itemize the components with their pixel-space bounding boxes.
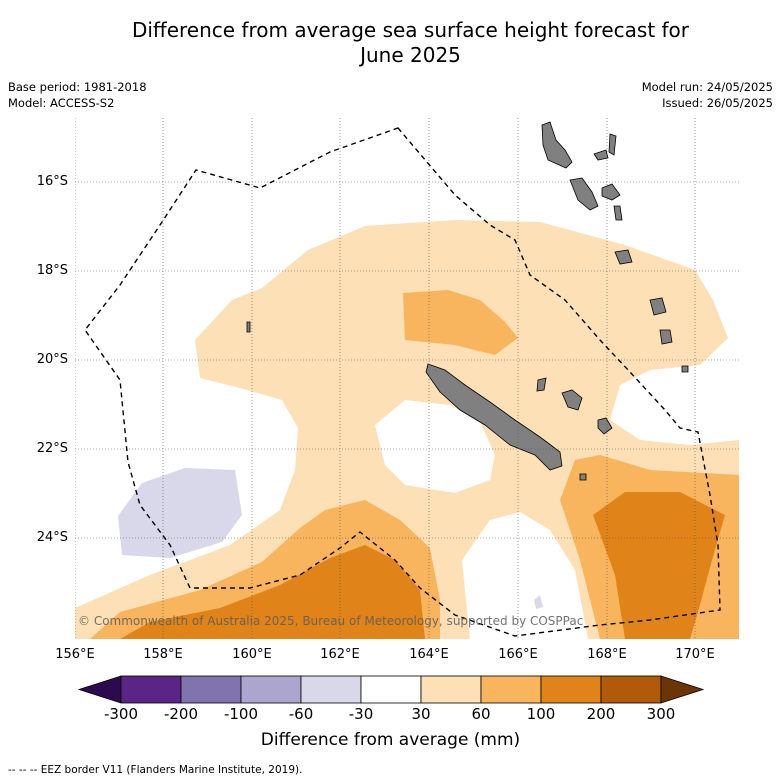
land-masses (246, 121, 689, 481)
lon-label-170e: 170°E (675, 647, 715, 662)
colorbar-segment-8 (540, 675, 602, 704)
anomaly-negative-small (534, 595, 543, 609)
colorbar-segments (77, 675, 705, 704)
anomaly-100-200-east (593, 492, 725, 639)
lon-label-164e: 164°E (409, 647, 449, 662)
anomaly-100-200-southwest (120, 545, 425, 639)
anomaly-negative-30-60 (118, 468, 242, 558)
cb-tick-9: 300 (646, 705, 676, 723)
loyalty-island-3 (536, 377, 547, 392)
meta-right: Model run: 24/05/2025 Issued: 26/05/2025 (642, 79, 773, 111)
colorbar-segment-7 (480, 675, 542, 704)
issued-date: Issued: 26/05/2025 (662, 96, 773, 110)
lon-label-160e: 160°E (232, 647, 272, 662)
vanuatu-aneityum (659, 329, 673, 345)
lat-label-16s: 16°S (36, 174, 68, 189)
eez-legend-note: -- -- -- EEZ border V11 (Flanders Marine… (8, 764, 303, 776)
map-title: Difference from average sea surface heig… (40, 18, 781, 68)
meta-left: Base period: 1981-2018 Model: ACCESS-S2 (8, 79, 147, 111)
vanuatu-efate (601, 183, 621, 201)
colorbar-tick-labels: -300 -200 -100 -60 -30 30 60 100 200 300 (0, 705, 781, 725)
colorbar-segment-3 (240, 675, 302, 704)
lat-label-18s: 18°S (36, 263, 68, 278)
copyright-credit: © Commonwealth of Australia 2025, Bureau… (78, 614, 584, 628)
new-caledonia-island (425, 363, 563, 471)
anomaly-neutral-south (462, 512, 588, 639)
vanuatu-malekula (569, 177, 599, 211)
lon-label-162e: 162°E (320, 647, 360, 662)
cb-tick-2: -100 (223, 705, 259, 723)
loyalty-island-2 (597, 417, 613, 435)
model-run: Model run: 24/05/2025 (641, 80, 773, 94)
cb-tick-1: -200 (163, 705, 199, 723)
colorbar-extend-high (660, 675, 705, 704)
vanuatu-erromango (614, 249, 633, 265)
islet-1 (681, 365, 689, 373)
vanuatu-tanna (649, 297, 667, 316)
lon-label-156e: 156°E (55, 647, 95, 662)
islet-3 (246, 321, 251, 333)
colorbar-segment-2 (180, 675, 242, 704)
cb-tick-4: -30 (348, 705, 374, 723)
lat-label-22s: 22°S (36, 441, 68, 456)
anomaly-neutral-hole (375, 400, 495, 493)
colorbar-segment-5 (360, 675, 422, 704)
vanuatu-island-b (608, 133, 617, 156)
lon-label-158e: 158°E (143, 647, 183, 662)
model-name: Model: ACCESS-S2 (8, 96, 115, 110)
colorbar-extend-low (77, 675, 122, 704)
anomaly-60-100-north (403, 290, 518, 355)
loyalty-island-1 (561, 389, 583, 411)
colorbar-segment-9 (600, 675, 662, 704)
cb-tick-3: -60 (288, 705, 314, 723)
lon-label-166e: 166°E (498, 647, 538, 662)
lat-label-24s: 24°S (36, 530, 68, 545)
title-line-2: June 2025 (360, 43, 461, 67)
colorbar-segment-6 (420, 675, 482, 704)
map-area (75, 118, 739, 639)
title-line-1: Difference from average sea surface heig… (131, 18, 690, 42)
colorbar-label: Difference from average (mm) (260, 730, 521, 750)
lat-label-20s: 20°S (36, 352, 68, 367)
vanuatu-espiritu-santo (541, 121, 573, 169)
lon-label-168e: 168°E (587, 647, 627, 662)
cb-tick-5: 30 (411, 705, 431, 723)
cb-tick-6: 60 (471, 705, 491, 723)
cb-tick-8: 200 (586, 705, 616, 723)
colorbar-segment-4 (300, 675, 362, 704)
vanuatu-island-c (613, 205, 623, 221)
base-period: Base period: 1981-2018 (8, 80, 147, 94)
vanuatu-island-a (593, 149, 609, 161)
cb-tick-0: -300 (103, 705, 139, 723)
colorbar-segment-1 (120, 675, 182, 704)
islet-2 (579, 473, 587, 481)
eez-border (84, 127, 721, 637)
cb-tick-7: 100 (526, 705, 556, 723)
